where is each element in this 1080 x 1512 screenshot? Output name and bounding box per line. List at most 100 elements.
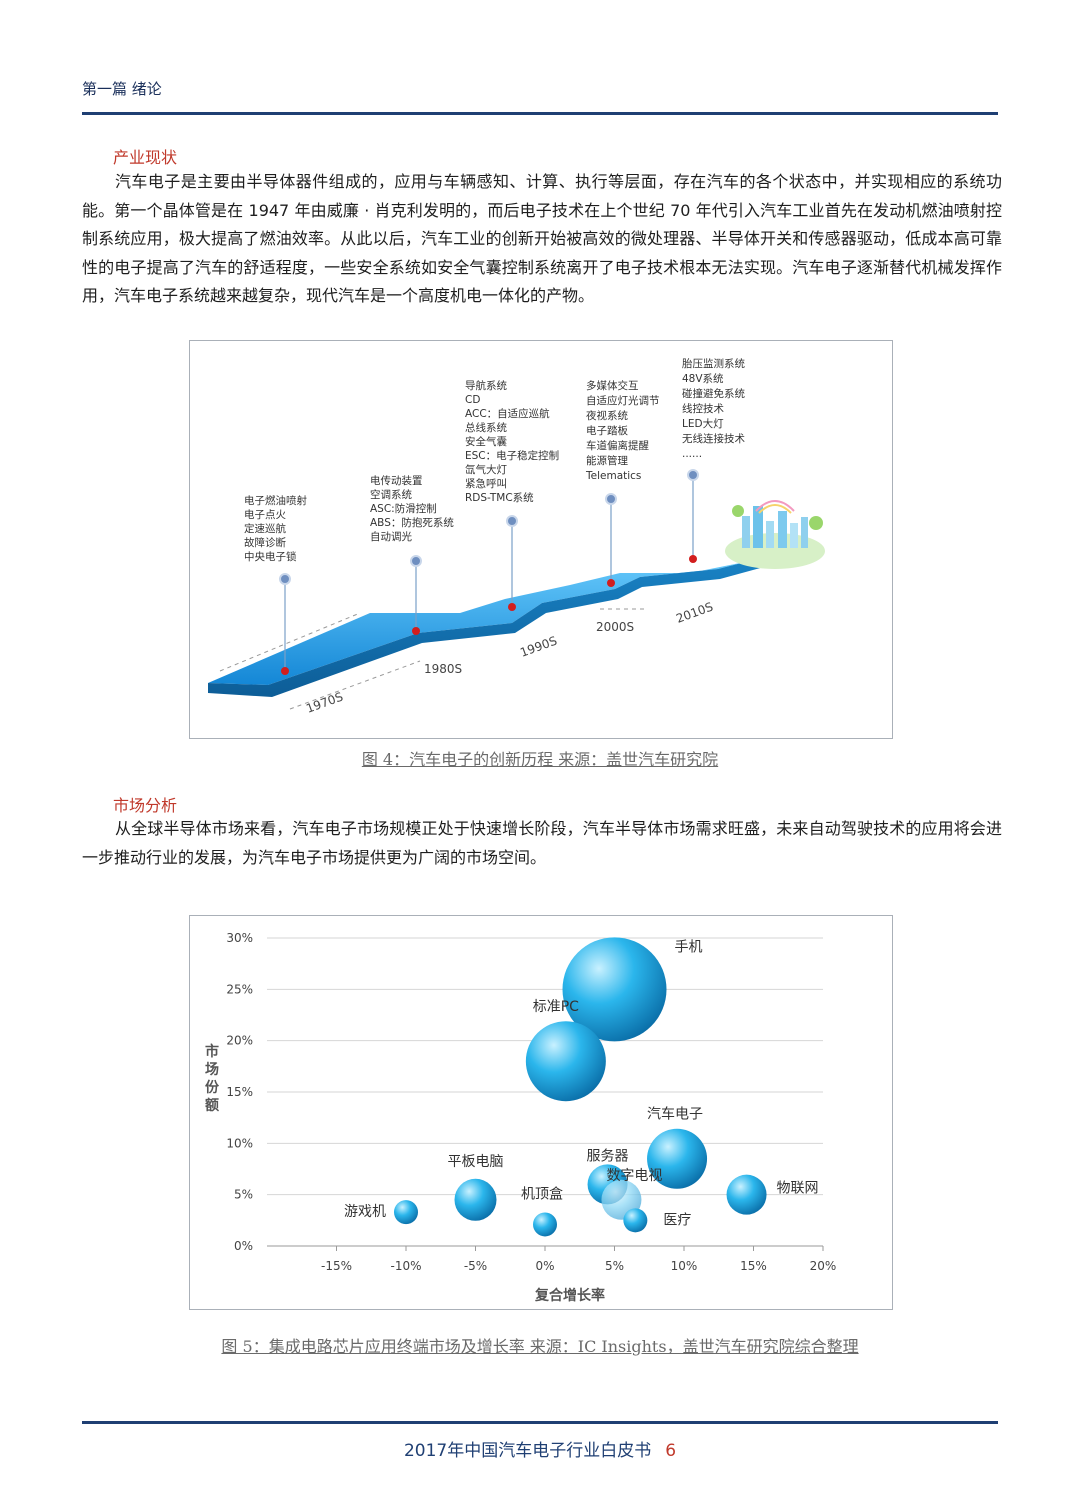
bubble-0 xyxy=(562,937,667,1042)
y-tick-label: 15% xyxy=(226,1085,253,1099)
era-marker-2000s xyxy=(605,493,617,587)
svg-text:故障诊断: 故障诊断 xyxy=(244,536,286,549)
page-header-title: 第一篇 绪论 xyxy=(82,80,162,98)
svg-text:线控技术: 线控技术 xyxy=(682,402,724,415)
section-title-industry-status: 产业现状 xyxy=(113,148,178,167)
era-items-2000s: 多媒体交互 自适应灯光调节 夜视系统 电子踏板 车道偏离提醒 能源管理 Tele… xyxy=(585,379,660,482)
bubble-9 xyxy=(623,1208,648,1233)
bubble-6 xyxy=(454,1178,497,1221)
svg-text:电子踏板: 电子踏板 xyxy=(586,424,628,437)
x-tick-label: -15% xyxy=(321,1259,352,1273)
x-tick-label: 10% xyxy=(671,1259,698,1273)
bubble-label: 机顶盒 xyxy=(521,1185,563,1202)
x-tick-label: -5% xyxy=(464,1259,487,1273)
era-marker-2010s xyxy=(687,469,699,563)
svg-text:总线系统: 总线系统 xyxy=(465,421,507,434)
svg-text:空调系统: 空调系统 xyxy=(370,488,412,501)
era-marker-1980s xyxy=(410,555,422,635)
era-items-1970s: 电子燃油喷射 电子点火 定速巡航 故障诊断 中央电子锁 xyxy=(244,494,307,563)
svg-text:中央电子锁: 中央电子锁 xyxy=(244,550,297,563)
x-tick-label: -10% xyxy=(390,1259,421,1273)
bubble-label: 平板电脑 xyxy=(448,1154,504,1170)
svg-text:导航系统: 导航系统 xyxy=(465,379,507,392)
bubble-label: 物联网 xyxy=(777,1181,819,1197)
era-label-1980s: 1980S xyxy=(424,662,462,676)
header-rule xyxy=(82,112,998,115)
era-marker-1990s xyxy=(506,515,518,611)
figure-4-timeline: 1970S 1980S 1990S 2000S 2010S 电子燃油喷射 电子点… xyxy=(189,340,893,739)
svg-text:LED大灯: LED大灯 xyxy=(682,417,724,430)
svg-text:电子点火: 电子点火 xyxy=(244,508,286,521)
timeline-graphic: 1970S 1980S 1990S 2000S 2010S 电子燃油喷射 电子点… xyxy=(208,357,825,716)
bubble-label: 游戏机 xyxy=(344,1204,386,1220)
svg-text:紧急呼叫: 紧急呼叫 xyxy=(465,477,507,490)
y-tick-label: 30% xyxy=(226,931,253,945)
figure-5-caption: 图 5：集成电路芯片应用终端市场及增长率 来源：IC Insights，盖世汽车… xyxy=(221,1337,859,1356)
svg-text:自动调光: 自动调光 xyxy=(370,530,412,543)
industry-status-paragraph: 汽车电子是主要由半导体器件组成的，应用与车辆感知、计算、执行等层面，存在汽车的各… xyxy=(82,172,1002,305)
era-marker-1970s xyxy=(279,573,291,675)
footer-rule xyxy=(82,1421,998,1424)
svg-text:ABS：防抱死系统: ABS：防抱死系统 xyxy=(370,516,454,529)
chart-bubbles xyxy=(394,937,767,1237)
footer-title: 2017年中国汽车电子行业白皮书 xyxy=(403,1441,652,1461)
era-label-2000s: 2000S xyxy=(596,620,634,634)
x-tick-label: 15% xyxy=(740,1259,767,1273)
bubble-label: 医疗 xyxy=(663,1212,691,1228)
bubble-label: 手机 xyxy=(675,939,703,955)
bubble-label: 汽车电子 xyxy=(647,1106,703,1123)
bubble-5 xyxy=(726,1174,767,1215)
svg-text:安全气囊: 安全气囊 xyxy=(465,435,507,448)
bubble-label: 标准PC xyxy=(533,999,579,1015)
svg-text:CD: CD xyxy=(465,394,480,406)
y-tick-label: 5% xyxy=(234,1188,253,1202)
city-illustration xyxy=(725,500,825,569)
svg-text:电传动装置: 电传动装置 xyxy=(370,474,423,487)
svg-text:胎压监测系统: 胎压监测系统 xyxy=(682,357,745,370)
bubble-label: 数字电视 xyxy=(606,1168,662,1184)
svg-text:能源管理: 能源管理 xyxy=(586,454,628,467)
svg-text:多媒体交互: 多媒体交互 xyxy=(586,379,639,392)
svg-text:......: ...... xyxy=(682,448,702,460)
svg-text:ESC：电子稳定控制: ESC：电子稳定控制 xyxy=(465,449,559,462)
timeline-ribbon-side xyxy=(208,546,808,697)
bubble-2 xyxy=(647,1128,708,1189)
bubble-chart-svg: 0% 5% 10% 15% 20% 25% 30% -15% -10% -5% 0% 5% 10% 15%… xyxy=(205,931,836,1304)
bubble-8 xyxy=(533,1212,557,1237)
y-axis-label: 市场份额 xyxy=(205,1043,220,1114)
era-items-1990s: 导航系统 CD ACC：自适应巡航 总线系统 安全气囊 ESC：电子稳定控制 氙… xyxy=(465,379,559,504)
svg-text:夜视系统: 夜视系统 xyxy=(586,409,628,422)
svg-text:Telematics: Telematics xyxy=(585,470,641,482)
figure-4-caption: 图 4：汽车电子的创新历程 来源：盖世汽车研究院 xyxy=(361,750,719,769)
svg-text:氙气大灯: 氙气大灯 xyxy=(465,463,507,476)
y-tick-label: 10% xyxy=(226,1136,253,1150)
era-label-1990s: 1990S xyxy=(518,634,559,660)
page-footer: 2017年中国汽车电子行业白皮书 6 xyxy=(0,1436,1080,1461)
svg-text:48V系统: 48V系统 xyxy=(682,372,724,385)
svg-text:RDS-TMC系统: RDS-TMC系统 xyxy=(465,491,534,504)
x-axis-label: 复合增长率 xyxy=(534,1287,605,1304)
timeline-ribbon-top xyxy=(208,546,808,685)
x-tick-label: 20% xyxy=(810,1259,837,1273)
chart-tick-labels: 0% 5% 10% 15% 20% 25% 30% -15% -10% -5% 0% 5% 10% 15%… xyxy=(226,931,836,1273)
market-analysis-paragraph: 从全球半导体市场来看，汽车电子市场规模正处于快速增长阶段，汽车半导体市场需求旺盛… xyxy=(82,819,1002,867)
x-tick-label: 5% xyxy=(605,1259,624,1273)
y-tick-label: 0% xyxy=(234,1239,253,1253)
bubble-label: 服务器 xyxy=(587,1148,629,1164)
era-items-1980s: 电传动装置 空调系统 ASC:防滑控制 ABS：防抱死系统 自动调光 xyxy=(370,474,454,543)
svg-text:电子燃油喷射: 电子燃油喷射 xyxy=(244,494,307,507)
bubble-7 xyxy=(394,1200,418,1225)
era-items-2010s: 胎压监测系统 48V系统 碰撞避免系统 线控技术 LED大灯 无线连接技术 ..… xyxy=(682,357,745,460)
svg-text:自适应灯光调节: 自适应灯光调节 xyxy=(586,394,660,407)
section-title-market-analysis: 市场分析 xyxy=(113,796,178,815)
figure-5-bubble-chart: 0% 5% 10% 15% 20% 25% 30% -15% -10% -5% 0% 5% 10% 15%… xyxy=(189,915,893,1310)
era-label-1970s: 1970S xyxy=(304,690,345,716)
era-label-2010s: 2010S xyxy=(674,600,715,626)
svg-text:车道偏离提醒: 车道偏离提醒 xyxy=(586,439,649,452)
svg-text:ASC:防滑控制: ASC:防滑控制 xyxy=(370,502,437,515)
y-tick-label: 20% xyxy=(226,1034,253,1048)
y-tick-label: 25% xyxy=(226,982,253,996)
svg-text:ACC：自适应巡航: ACC：自适应巡航 xyxy=(465,407,550,420)
svg-text:碰撞避免系统: 碰撞避免系统 xyxy=(682,387,745,400)
svg-text:无线连接技术: 无线连接技术 xyxy=(682,432,745,445)
